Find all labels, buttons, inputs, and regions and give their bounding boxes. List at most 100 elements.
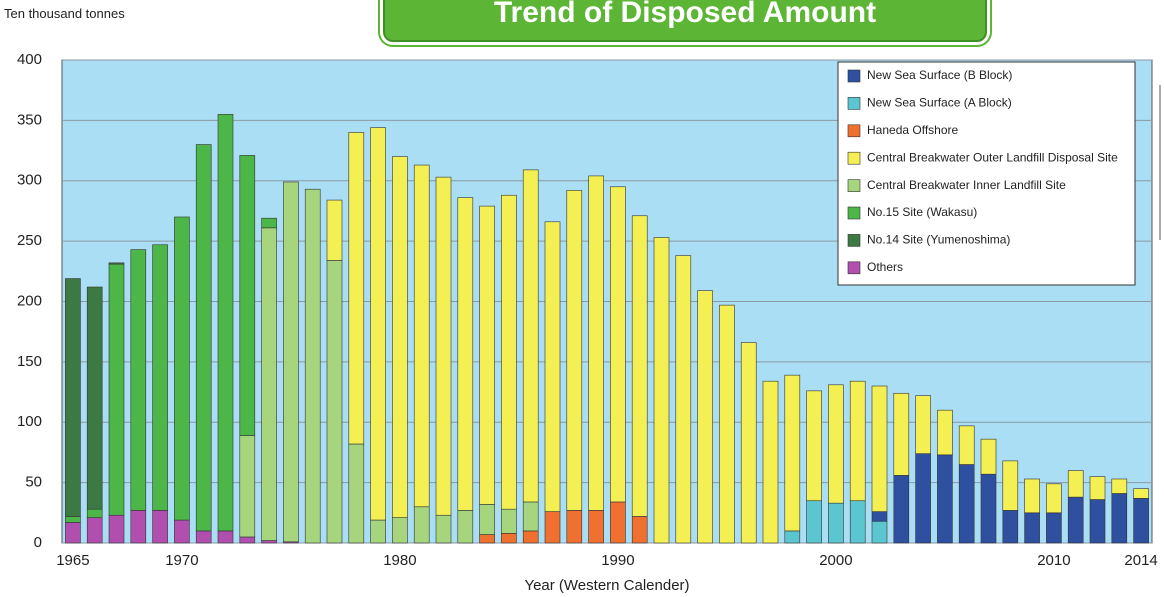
bar-segment — [610, 186, 626, 503]
x-tick-label: 2010 — [1037, 552, 1070, 569]
bar-segment — [893, 392, 910, 476]
bar-segment — [566, 190, 583, 511]
legend-label: Central Breakwater Inner Landfill Site — [867, 178, 1066, 192]
bar-segment — [522, 530, 539, 544]
bar-segment — [348, 443, 365, 544]
bar-segment — [65, 516, 81, 523]
y-axis-label: Ten thousand tonnes — [4, 6, 125, 21]
bar-segment — [544, 511, 561, 544]
bar-segment — [697, 290, 713, 544]
bar-segment — [915, 395, 931, 454]
y-tick-label: 250 — [17, 232, 42, 249]
legend-label: Central Breakwater Outer Landfill Dispos… — [867, 150, 1118, 164]
bar-segment — [1067, 470, 1084, 498]
bar-segment — [1067, 496, 1084, 544]
bar-segment — [413, 164, 430, 508]
legend-swatch — [847, 179, 861, 192]
bar-segment — [174, 216, 190, 521]
legend-swatch — [847, 69, 861, 83]
bar-segment — [435, 514, 452, 544]
legend-swatch — [847, 151, 861, 165]
bar-segment — [348, 132, 365, 445]
x-tick-label: 1990 — [601, 552, 634, 569]
bar-segment — [631, 215, 648, 517]
y-tick-label: 50 — [25, 474, 42, 491]
bar-segment — [152, 244, 168, 511]
legend-label: New Sea Surface (B Block) — [867, 68, 1012, 82]
x-tick-label: 1970 — [165, 552, 198, 569]
y-tick-label: 350 — [17, 111, 42, 128]
y-tick-label: 300 — [17, 172, 42, 189]
legend-swatch — [847, 261, 861, 275]
bar-segment — [370, 519, 386, 544]
bar-segment — [1111, 478, 1128, 494]
bar-segment — [195, 144, 212, 532]
bar-segment — [784, 374, 801, 532]
bar-segment — [675, 255, 692, 544]
bar-segment — [239, 536, 256, 544]
bar-segment — [915, 453, 931, 544]
bar-segment — [1024, 512, 1040, 544]
legend-label: No.15 Site (Wakasu) — [867, 205, 977, 219]
y-tick-label: 100 — [17, 413, 42, 430]
bar-segment — [1002, 460, 1019, 511]
bar-segment — [370, 127, 386, 521]
x-tick-label: 2000 — [819, 552, 852, 569]
bar-segment — [937, 454, 953, 544]
bar-segment — [762, 380, 779, 544]
bar-segment — [719, 304, 735, 544]
bar-segment — [566, 510, 583, 544]
bar-segment — [980, 473, 997, 544]
bar-segment — [501, 533, 517, 544]
bar-segment — [326, 260, 343, 544]
bar-segment — [326, 199, 343, 261]
bar-segment — [152, 510, 168, 544]
legend-label: New Sea Surface (A Block) — [867, 96, 1012, 110]
bar-segment — [1089, 499, 1106, 544]
legend-label: Haneda Offshore — [867, 123, 958, 137]
bar-segment — [806, 390, 822, 502]
legend-label: No.14 Site (Yumenoshima) — [867, 233, 1010, 247]
bar-segment — [784, 530, 801, 544]
bar-segment — [1002, 510, 1019, 544]
legend-swatch — [847, 206, 861, 220]
bar-segment — [958, 425, 975, 465]
bar-segment — [871, 520, 888, 544]
chart-title: Trend of Disposed Amount — [383, 0, 987, 42]
bar-segment — [980, 438, 997, 475]
bar-segment — [631, 516, 648, 544]
x-tick-label: 1965 — [56, 552, 89, 569]
bar-segment — [806, 500, 822, 544]
bar-segment — [435, 176, 452, 516]
bar-segment — [479, 504, 495, 535]
y-tick-label: 400 — [17, 51, 42, 68]
bar-segment — [1046, 483, 1062, 514]
bar-segment — [457, 197, 474, 511]
bar-segment — [392, 156, 408, 518]
bar-segment — [65, 278, 81, 517]
bar-segment — [1111, 493, 1128, 544]
bar-segment — [893, 475, 910, 544]
bar-segment — [1046, 512, 1062, 544]
bar-segment — [937, 409, 953, 456]
bar-segment — [1133, 498, 1149, 544]
bar-segment — [86, 286, 103, 510]
bar-segment — [217, 530, 234, 544]
bar-segment — [195, 530, 212, 544]
bar-segment — [130, 249, 147, 511]
bar-segment — [239, 435, 256, 538]
bar-segment — [457, 510, 474, 544]
legend-box — [837, 61, 1136, 286]
bar-segment — [108, 514, 125, 544]
bar-segment — [544, 221, 561, 512]
bar-segment — [261, 227, 277, 541]
bar-segment — [588, 510, 604, 544]
bar-segment — [522, 169, 539, 503]
bar-segment — [610, 501, 626, 544]
bar-segment — [828, 502, 844, 544]
bar-segment — [413, 506, 430, 544]
bar-segment — [828, 384, 844, 504]
bar-segment — [86, 508, 103, 518]
